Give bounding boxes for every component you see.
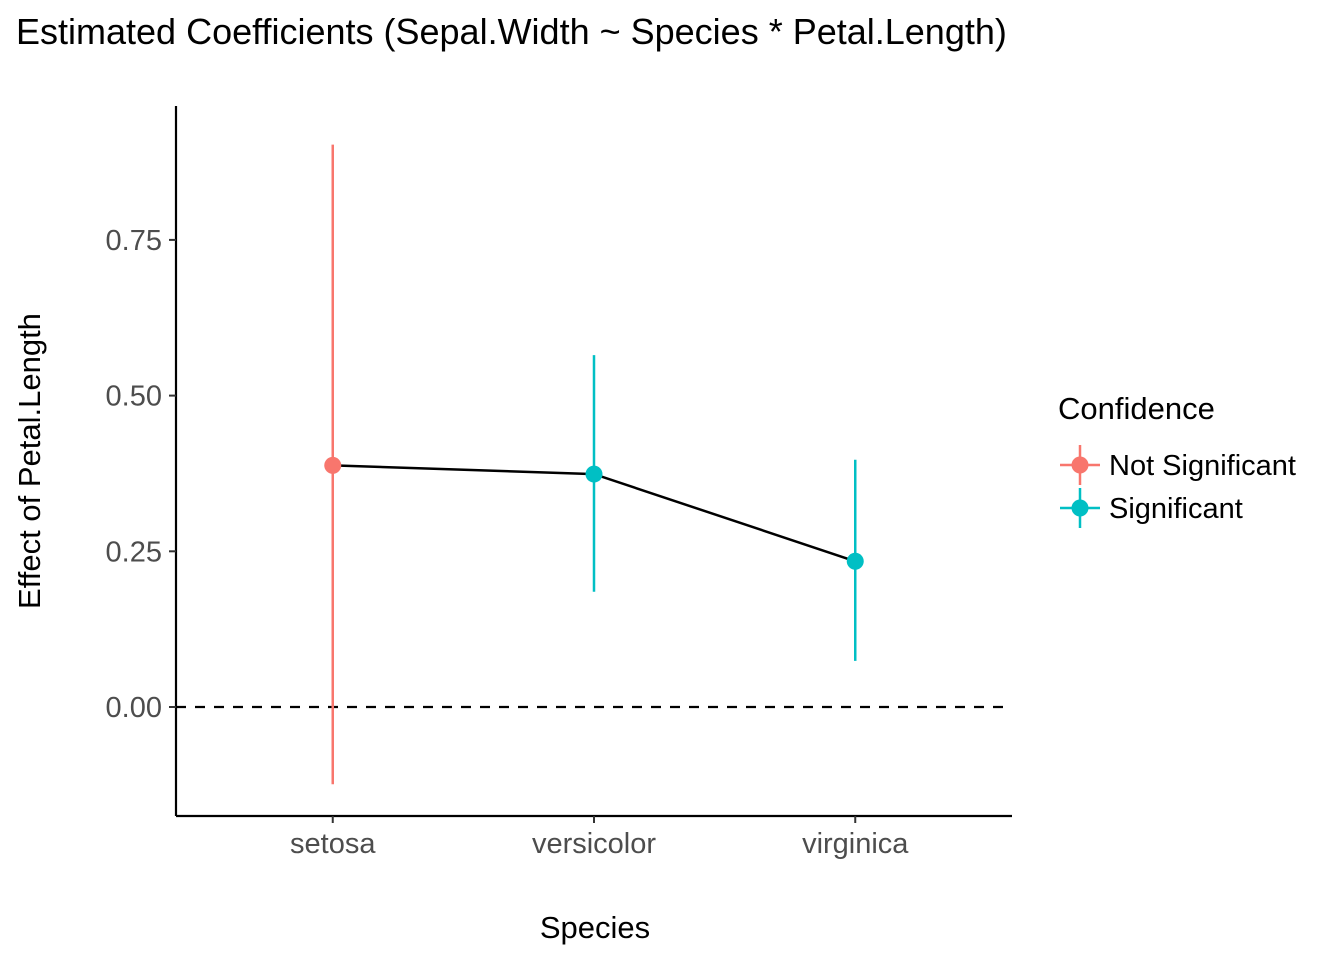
x-tick-label: setosa — [290, 828, 376, 860]
legend: Confidence Not Significant Significant — [1058, 391, 1296, 528]
x-tick-label: virginica — [802, 828, 909, 860]
legend-label: Significant — [1109, 493, 1243, 525]
chart-title: Estimated Coefficients (Sepal.Width ~ Sp… — [16, 11, 1007, 52]
y-tick-label: 0.50 — [106, 381, 162, 413]
point-virginica — [846, 552, 864, 570]
y-tick-label: 0.25 — [106, 536, 162, 568]
y-tick-label: 0.75 — [106, 225, 162, 257]
y-tick-label: 0.00 — [106, 692, 162, 724]
x-axis-title: Species — [540, 910, 650, 945]
plot-area: 0.00 0.25 0.50 0.75 setosa versicolor virginic… — [106, 106, 1012, 860]
legend-title: Confidence — [1058, 391, 1215, 426]
x-tick-label: versicolor — [532, 828, 656, 860]
legend-label: Not Significant — [1109, 450, 1296, 482]
point-versicolor — [585, 465, 603, 483]
y-axis-title: Effect of Petal.Length — [12, 313, 47, 609]
legend-key-point — [1071, 499, 1089, 517]
point-setosa — [324, 456, 342, 474]
legend-key-point — [1071, 456, 1089, 474]
